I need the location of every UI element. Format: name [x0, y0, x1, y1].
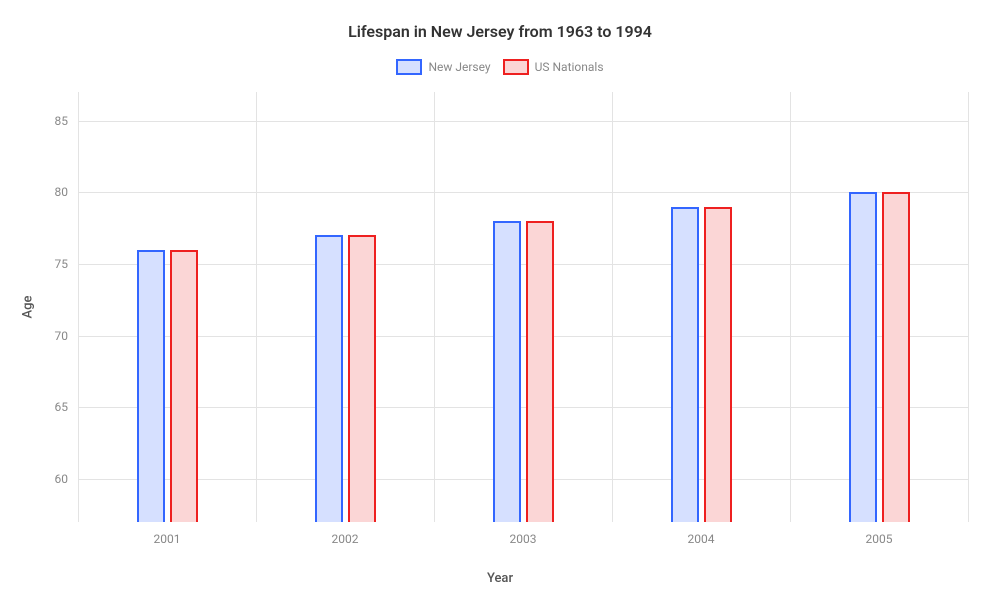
gridline-horizontal	[78, 264, 968, 265]
legend: New Jersey US Nationals	[0, 59, 1000, 75]
y-tick-label: 60	[55, 472, 79, 486]
bar-new-jersey	[137, 250, 165, 522]
x-axis-title: Year	[487, 571, 513, 586]
bar-new-jersey	[671, 207, 699, 522]
gridline-horizontal	[78, 407, 968, 408]
legend-label-new-jersey: New Jersey	[428, 60, 490, 74]
gridline-vertical	[78, 92, 79, 522]
plot-area: 60657075808520012002200320042005	[78, 92, 968, 522]
x-tick-label: 2001	[154, 522, 181, 546]
chart-container: Lifespan in New Jersey from 1963 to 1994…	[0, 0, 1000, 600]
gridline-vertical	[256, 92, 257, 522]
gridline-horizontal	[78, 479, 968, 480]
gridline-horizontal	[78, 336, 968, 337]
bar-us-nationals	[348, 235, 376, 522]
y-tick-label: 65	[55, 400, 79, 414]
legend-swatch-us-nationals	[503, 59, 529, 75]
legend-label-us-nationals: US Nationals	[535, 60, 604, 74]
gridline-vertical	[968, 92, 969, 522]
gridline-horizontal	[78, 192, 968, 193]
gridline-vertical	[612, 92, 613, 522]
x-tick-label: 2005	[866, 522, 893, 546]
gridline-vertical	[790, 92, 791, 522]
legend-item-us-nationals: US Nationals	[503, 59, 604, 75]
gridline-vertical	[434, 92, 435, 522]
bar-new-jersey	[315, 235, 343, 522]
y-tick-label: 75	[55, 257, 79, 271]
bar-us-nationals	[882, 192, 910, 522]
bar-new-jersey	[493, 221, 521, 522]
bar-new-jersey	[849, 192, 877, 522]
y-tick-label: 85	[55, 114, 79, 128]
legend-swatch-new-jersey	[396, 59, 422, 75]
gridline-horizontal	[78, 121, 968, 122]
x-tick-label: 2003	[510, 522, 537, 546]
legend-item-new-jersey: New Jersey	[396, 59, 490, 75]
bar-us-nationals	[704, 207, 732, 522]
y-tick-label: 80	[55, 185, 79, 199]
x-tick-label: 2002	[332, 522, 359, 546]
bar-us-nationals	[526, 221, 554, 522]
y-axis-title: Age	[21, 296, 36, 319]
bar-us-nationals	[170, 250, 198, 522]
x-tick-label: 2004	[688, 522, 715, 546]
y-tick-label: 70	[55, 329, 79, 343]
chart-title: Lifespan in New Jersey from 1963 to 1994	[0, 0, 1000, 41]
